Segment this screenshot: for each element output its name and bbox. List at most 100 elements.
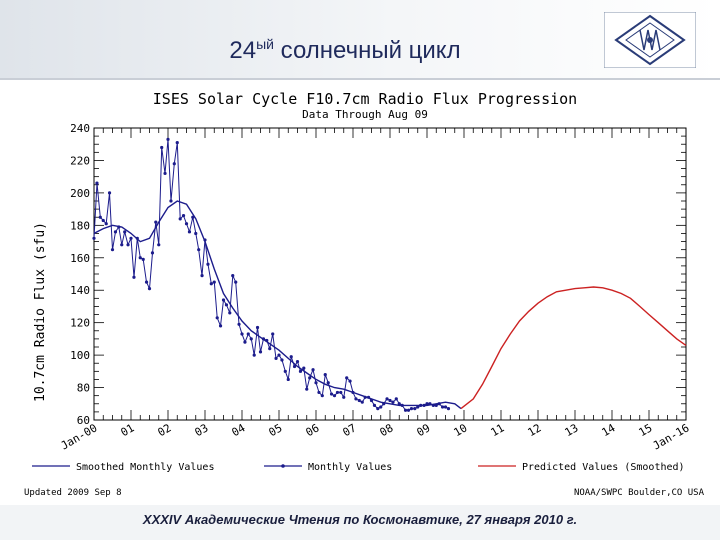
x-tick-label: 12 [526,421,544,439]
monthly-value-point [187,230,192,234]
monthly-value-point [295,360,300,364]
smoothed-monthly-values-line [93,200,462,410]
y-tick-label: 80 [77,382,90,395]
monthly-value-point [209,282,213,286]
x-tick-label: 10 [452,421,470,439]
monthly-value-point [348,379,352,383]
monthly-value-point [169,199,173,203]
monthly-value-point [240,332,244,336]
monthly-value-point [446,407,451,411]
x-tick-label: 04 [230,421,248,439]
space-academy-logo [604,12,696,68]
monthly-value-point [255,325,260,330]
chart-subtitle: Data Through Aug 09 [302,108,428,121]
monthly-value-point [403,408,408,412]
monthly-value-point [283,369,287,373]
monthly-value-point [289,355,293,359]
updated-note: Updated 2009 Sep 8 [24,488,122,498]
monthly-value-point [175,141,179,145]
x-tick-label: 14 [600,421,618,439]
monthly-value-point [132,275,136,279]
monthly-value-point [98,215,102,219]
chart-series [92,137,687,412]
monthly-value-point [113,230,118,234]
x-tick-label: 13 [563,421,581,439]
monthly-value-point [342,395,346,399]
monthly-value-point [413,407,417,411]
monthly-value-point [354,397,358,401]
monthly-value-point [409,407,414,411]
monthly-value-point [212,280,216,284]
monthly-value-point [200,274,204,278]
monthly-value-point [286,377,290,382]
legend-label: Monthly Values [308,462,392,473]
y-axis-label: 10.7cm Radio Flux (sfu) [33,222,48,402]
chart-title: ISES Solar Cycle F10.7cm Radio Flux Prog… [153,90,577,108]
monthly-value-point [271,332,275,336]
monthly-value-point [326,381,330,385]
monthly-value-point [416,405,420,409]
x-tick-label: 01 [119,421,137,439]
monthly-value-point [317,390,321,395]
monthly-value-point [246,332,250,336]
chart-grid [93,127,687,421]
y-tick-label: 180 [70,219,90,232]
monthly-value-point [234,280,238,284]
monthly-value-point [218,324,223,328]
monthly-value-point [298,369,303,373]
header-divider [0,78,720,80]
monthly-value-point [129,236,133,240]
monthly-value-point [360,400,364,404]
x-tick-label: 08 [378,421,396,439]
monthly-value-point [274,356,278,360]
slide-title-number: 24 [229,37,257,64]
monthly-value-point [329,392,334,396]
y-tick-label: 140 [70,284,90,297]
monthly-value-point [385,397,389,401]
monthly-value-point [163,171,167,176]
x-tick-label: Jan-16 [651,421,692,452]
x-tick-label: 03 [193,421,211,439]
monthly-value-point [178,217,182,221]
y-tick-label: 160 [70,252,90,265]
monthly-value-point [228,311,232,315]
monthly-value-point [391,400,395,404]
monthly-value-point [314,381,318,385]
monthly-value-point [120,243,124,247]
monthly-value-point [443,405,448,409]
monthly-value-point [224,303,229,307]
y-tick-label: 120 [70,317,90,330]
monthly-value-point [231,274,235,278]
monthly-value-point [141,257,145,261]
x-tick-label: 06 [304,421,322,439]
slide-footer [0,505,720,540]
predicted-values-smoothed-line [460,286,687,410]
monthly-value-point [280,358,284,362]
slide-title: 24ый солнечный цикл [0,36,690,65]
slide-header [0,0,720,80]
monthly-value-point [252,353,256,357]
monthly-value-point [379,405,383,409]
monthly-value-point [206,262,210,266]
monthly-value-point [388,398,392,403]
monthly-value-point [123,230,127,234]
monthly-value-point [440,405,445,409]
monthly-value-point [339,390,343,395]
monthly-value-point [154,220,158,224]
monthly-value-point [258,350,263,354]
monthly-value-point [197,248,201,252]
monthly-value-point [394,397,398,401]
monthly-value-point [406,408,411,412]
slide-title-text: солнечный цикл [274,37,461,64]
slide-title-suffix: ый [256,36,274,52]
monthly-value-point [305,387,309,391]
monthly-value-point [160,145,164,150]
monthly-value-point [150,251,155,255]
monthly-value-point [237,322,241,326]
legend-label: Predicted Values (Smoothed) [522,462,685,473]
monthly-value-point [138,256,142,260]
monthly-value-point [194,231,198,236]
monthly-value-point [302,366,306,370]
monthly-value-point [107,191,112,195]
